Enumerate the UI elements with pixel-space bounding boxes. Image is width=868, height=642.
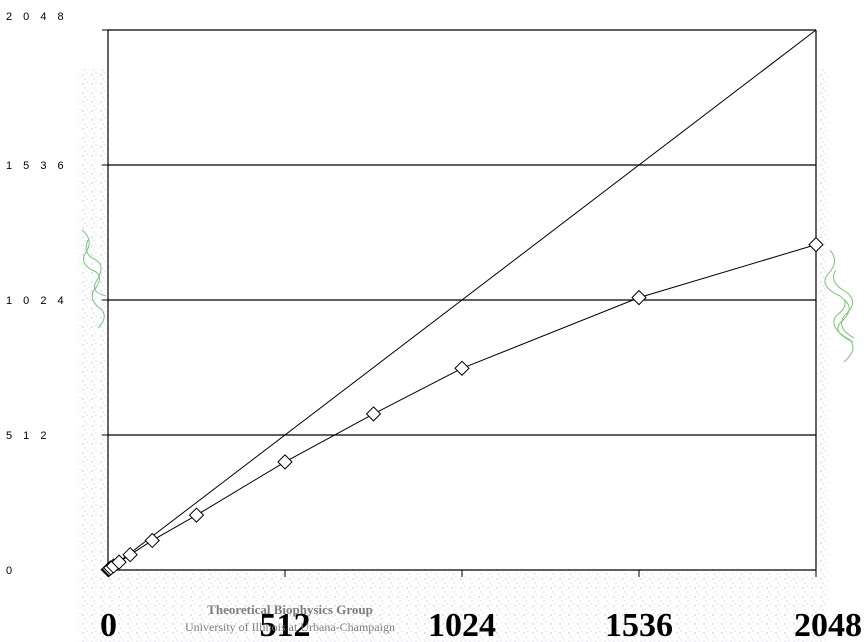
x-tick-label-1: 512 <box>260 607 311 642</box>
y-tick-label-2: 1 0 2 4 <box>6 295 68 307</box>
series-1-point-7 <box>144 532 160 549</box>
y-axis-ticks: 0 5 1 2 1 0 2 4 1 5 3 6 2 0 4 8 <box>6 11 108 577</box>
x-tick-label-0: 0 <box>100 607 117 642</box>
series-1-point-8 <box>188 507 205 523</box>
y-tick-label-4: 2 0 4 8 <box>6 11 68 23</box>
series-1-point-5 <box>111 554 127 570</box>
series-1-point-10 <box>365 406 382 422</box>
x-tick-label-4: 2048 <box>794 607 862 642</box>
series-1-point-12 <box>631 289 647 306</box>
series-1-point-9 <box>277 454 293 470</box>
y-tick-label-0: 0 <box>6 565 16 577</box>
x-axis-ticks: 0 512 1024 1536 2048 <box>100 570 862 642</box>
series-layer <box>100 29 824 578</box>
series-1-point-11 <box>454 360 470 376</box>
x-tick-label-2: 1024 <box>428 607 496 642</box>
x-tick-label-3: 1536 <box>605 607 673 642</box>
y-tick-label-3: 1 5 3 6 <box>6 160 68 172</box>
credit-line-1: Theoretical Biophysics Group <box>207 602 373 617</box>
series-0-line <box>107 29 817 571</box>
credit-line-2: University of Illinois at Urbana-Champai… <box>185 620 395 634</box>
series-1-point-6 <box>122 546 138 563</box>
y-tick-label-1: 5 1 2 <box>6 430 50 442</box>
series-1-point-13 <box>808 236 824 253</box>
